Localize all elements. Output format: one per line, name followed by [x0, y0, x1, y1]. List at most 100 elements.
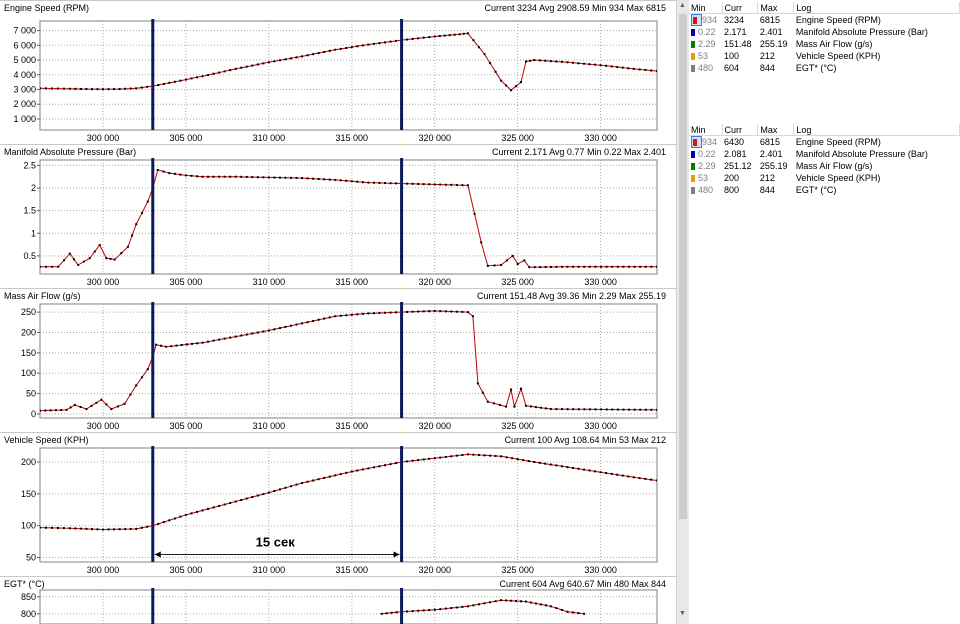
legend-header-cell[interactable]: Log — [793, 2, 960, 14]
legend-header-row: Min Curr Max Log — [689, 124, 960, 136]
data-point — [190, 77, 193, 80]
data-point — [44, 526, 47, 529]
data-point — [500, 263, 503, 266]
data-point — [113, 528, 116, 531]
legend-row[interactable]: 480 800 844 EGT* (°C) — [689, 184, 960, 196]
vertical-scrollbar[interactable]: ▲ ▼ — [676, 0, 689, 624]
legend-row[interactable]: 2.29 151.48 255.19 Mass Air Flow (g/s) — [689, 38, 960, 50]
data-point — [184, 174, 187, 177]
chart-panel[interactable]: Vehicle Speed (KPH) Current 100 Avg 108.6… — [0, 432, 676, 576]
legend-log-cell: Engine Speed (RPM) — [795, 137, 881, 147]
legend-row[interactable]: 2.29 251.12 255.19 Mass Air Flow (g/s) — [689, 160, 960, 172]
data-point — [433, 309, 436, 312]
legend-row[interactable]: 934 6430 6815 Engine Speed (RPM) — [689, 136, 960, 148]
data-point — [262, 493, 265, 496]
data-point — [411, 459, 414, 462]
data-point — [528, 266, 531, 269]
data-point — [566, 61, 569, 64]
data-point — [251, 64, 254, 67]
x-tick-label: 310 000 — [253, 565, 286, 575]
data-point — [583, 612, 586, 615]
legend-row[interactable]: 480 604 844 EGT* (°C) — [689, 62, 960, 74]
data-point — [372, 312, 375, 315]
data-point — [527, 460, 530, 463]
legend-curr-cell: 3234 — [724, 15, 745, 25]
data-point — [306, 54, 309, 57]
legend-min-value: 2.29 — [698, 39, 716, 49]
data-point — [422, 458, 425, 461]
data-point — [639, 265, 642, 268]
data-point — [256, 176, 259, 179]
data-point — [168, 172, 171, 175]
data-point — [389, 311, 392, 314]
data-point — [483, 53, 486, 56]
data-point — [267, 61, 270, 64]
legend-header-cell[interactable]: Max — [757, 2, 795, 14]
legend-row[interactable]: 53 200 212 Vehicle Speed (KPH) — [689, 172, 960, 184]
data-point — [411, 310, 414, 313]
data-point — [516, 458, 519, 461]
data-point — [301, 177, 304, 180]
legend-row[interactable]: 0.22 2.171 2.401 Manifold Absolute Pressure… — [689, 26, 960, 38]
data-point — [160, 344, 163, 347]
data-point — [621, 474, 624, 477]
scroll-thumb[interactable] — [679, 14, 687, 519]
data-point — [229, 336, 232, 339]
data-point — [141, 376, 144, 379]
chart-stats: Current 100 Avg 108.64 Min 53 Max 212 — [505, 435, 666, 445]
data-point — [44, 409, 47, 412]
scroll-up-arrow-icon[interactable]: ▲ — [679, 2, 686, 9]
data-point — [251, 176, 254, 179]
data-point — [594, 265, 597, 268]
data-point — [510, 89, 513, 92]
data-point — [173, 172, 176, 175]
plot-area — [39, 159, 658, 275]
legend-header-cell[interactable]: Curr — [722, 2, 759, 14]
data-point — [284, 325, 287, 328]
data-point — [544, 59, 547, 62]
data-point — [505, 259, 508, 262]
data-point — [312, 177, 315, 180]
legend-header-cell[interactable]: Curr — [722, 124, 759, 136]
selected-swatch-box[interactable] — [691, 14, 702, 26]
chart-panel[interactable]: EGT* (°C) Current 604 Avg 640.67 Min 480 … — [0, 576, 676, 624]
data-point — [79, 406, 82, 409]
legend-header-cell[interactable]: Max — [757, 124, 795, 136]
data-point — [428, 457, 431, 460]
data-point — [389, 182, 392, 185]
legend-row[interactable]: 53 100 212 Vehicle Speed (KPH) — [689, 50, 960, 62]
data-point — [350, 313, 353, 316]
chart-panel[interactable]: Mass Air Flow (g/s) Current 151.48 Avg 39… — [0, 288, 676, 432]
data-point — [439, 608, 442, 611]
legend-header-cell[interactable]: Log — [793, 124, 960, 136]
legend-header-cell[interactable]: Min — [689, 124, 723, 136]
chart-panel[interactable]: Engine Speed (RPM) Current 3234 Avg 2908.… — [0, 0, 676, 144]
data-point — [656, 265, 657, 268]
legend-row[interactable]: 0.22 2.081 2.401 Manifold Absolute Pressure… — [689, 148, 960, 160]
chart-title: Vehicle Speed (KPH) — [4, 435, 89, 445]
selected-swatch-box[interactable] — [691, 136, 702, 148]
chart-panel[interactable]: Manifold Absolute Pressure (Bar) Current … — [0, 144, 676, 288]
data-point — [79, 527, 82, 530]
data-point — [107, 528, 110, 531]
legend-header-cell[interactable]: Min — [689, 2, 723, 14]
x-tick-label: 305 000 — [170, 133, 203, 143]
data-point — [74, 527, 77, 530]
legend-max-cell: 212 — [759, 51, 775, 61]
data-point — [555, 60, 558, 63]
data-point — [267, 176, 270, 179]
data-point — [356, 313, 359, 316]
data-point — [135, 223, 138, 226]
legend-log-cell: EGT* (°C) — [795, 63, 837, 73]
data-point — [278, 327, 281, 330]
legend-row[interactable]: 934 3234 6815 Engine Speed (RPM) — [689, 14, 960, 26]
data-point — [79, 87, 82, 90]
x-tick-label: 330 000 — [584, 277, 617, 287]
scroll-down-arrow-icon[interactable]: ▼ — [679, 610, 686, 617]
data-point — [439, 456, 442, 459]
data-point — [207, 340, 210, 343]
data-point — [549, 605, 552, 608]
data-point — [339, 47, 342, 50]
data-point — [494, 454, 497, 457]
data-point — [472, 453, 475, 456]
